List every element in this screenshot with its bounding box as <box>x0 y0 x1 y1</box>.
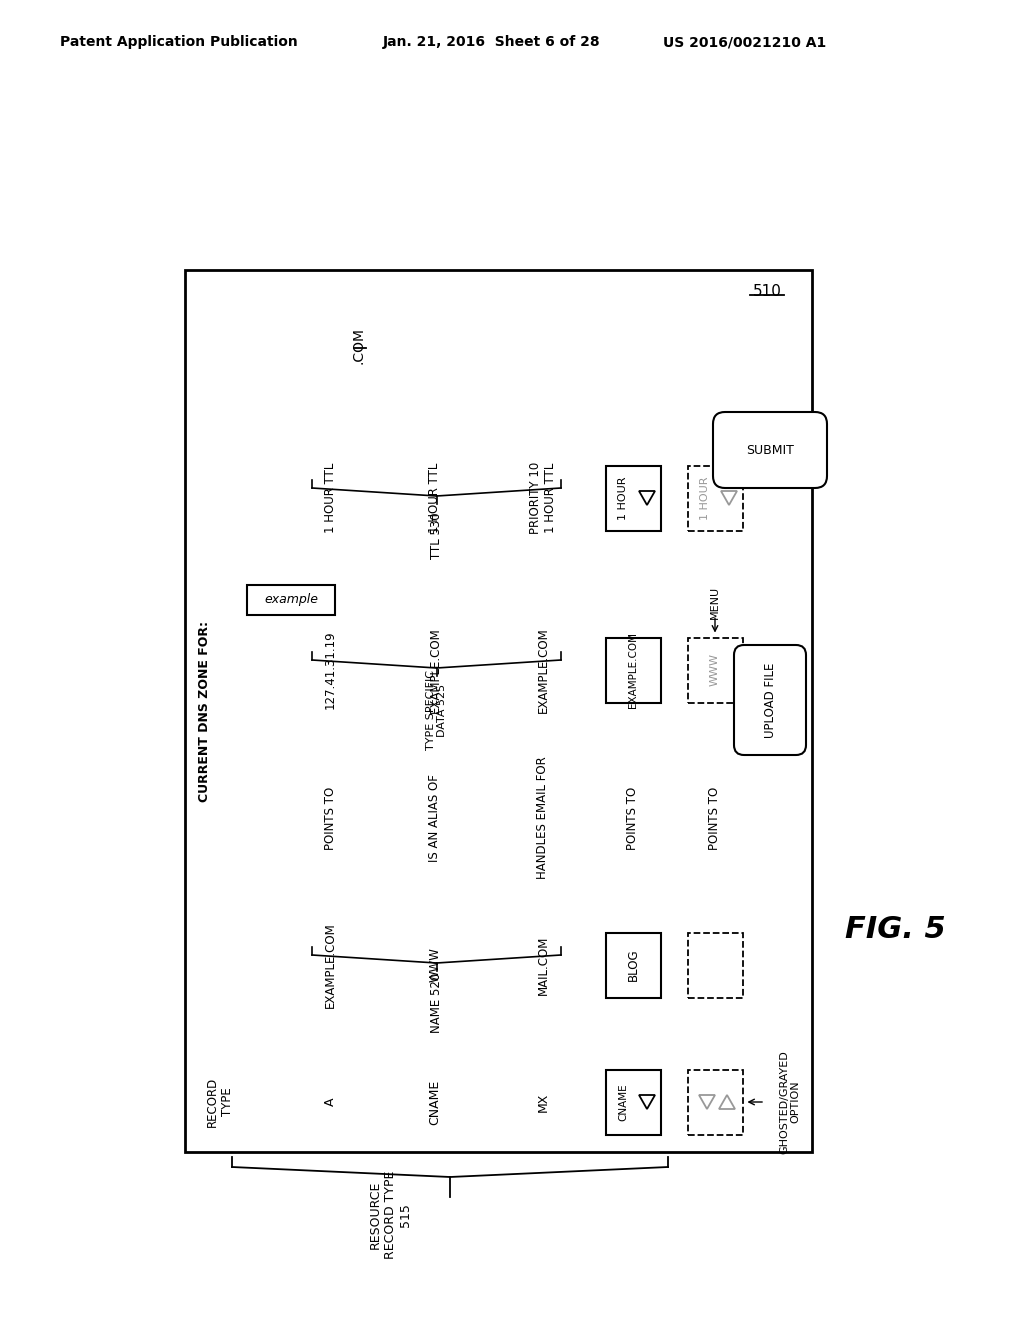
Bar <box>185 271 812 1152</box>
Text: SUBMIT: SUBMIT <box>746 444 794 457</box>
Text: POINTS TO: POINTS TO <box>324 787 337 850</box>
Text: TTL 530: TTL 530 <box>430 512 443 560</box>
Text: POINTS TO: POINTS TO <box>709 787 722 850</box>
Text: WWW: WWW <box>428 948 441 982</box>
Polygon shape <box>719 1096 735 1109</box>
Polygon shape <box>721 491 737 506</box>
Text: RECORD
TYPE: RECORD TYPE <box>206 1077 234 1127</box>
Text: A: A <box>324 1098 337 1106</box>
Text: EXAMPLE.COM: EXAMPLE.COM <box>428 627 441 713</box>
Polygon shape <box>639 1096 655 1109</box>
Text: 127.41.31.19: 127.41.31.19 <box>324 631 337 709</box>
Text: EXAMPLE.COM: EXAMPLE.COM <box>324 923 337 1008</box>
Text: POINTS TO: POINTS TO <box>627 787 640 850</box>
Text: EXAMPLE.COM: EXAMPLE.COM <box>537 627 550 713</box>
Text: EXAMPLE.COM: EXAMPLE.COM <box>628 632 638 708</box>
Polygon shape <box>639 491 655 506</box>
Bar <box>687 1069 742 1134</box>
Text: PRIORITY 10
1 HOUR TTL: PRIORITY 10 1 HOUR TTL <box>529 462 557 535</box>
Text: RESOURCE
RECORD TYPE
515: RESOURCE RECORD TYPE 515 <box>369 1171 412 1259</box>
Text: 1 HOUR TTL: 1 HOUR TTL <box>324 463 337 533</box>
Text: FIG. 5: FIG. 5 <box>845 916 946 945</box>
Bar <box>605 466 660 531</box>
Text: WWW: WWW <box>710 653 720 686</box>
Text: MX: MX <box>537 1093 550 1111</box>
Bar <box>605 932 660 998</box>
Text: UPLOAD FILE: UPLOAD FILE <box>764 663 776 738</box>
Text: IS AN ALIAS OF: IS AN ALIAS OF <box>428 774 441 862</box>
Bar <box>605 1069 660 1134</box>
Bar <box>687 638 742 702</box>
Text: Jan. 21, 2016  Sheet 6 of 28: Jan. 21, 2016 Sheet 6 of 28 <box>383 36 601 49</box>
FancyBboxPatch shape <box>713 412 827 488</box>
Text: MENU: MENU <box>710 586 720 619</box>
Bar <box>687 932 742 998</box>
Text: HANDLES EMAIL FOR: HANDLES EMAIL FOR <box>537 756 550 879</box>
Bar <box>247 585 335 615</box>
Text: MAIL.COM: MAIL.COM <box>537 936 550 995</box>
Text: BLOG: BLOG <box>627 949 640 981</box>
Text: GHOSTED/GRAYED
OPTION: GHOSTED/GRAYED OPTION <box>779 1051 801 1154</box>
Text: CNAME: CNAME <box>618 1084 628 1121</box>
Text: NAME 520: NAME 520 <box>430 973 443 1034</box>
Text: example: example <box>264 594 318 606</box>
Text: CNAME: CNAME <box>428 1080 441 1125</box>
Text: 510: 510 <box>753 285 781 300</box>
Text: 1 HOUR TTL: 1 HOUR TTL <box>428 463 441 533</box>
Text: .COM: .COM <box>351 326 365 363</box>
Text: Patent Application Publication: Patent Application Publication <box>60 36 298 49</box>
Text: CURRENT DNS ZONE FOR:: CURRENT DNS ZONE FOR: <box>199 622 212 803</box>
Bar <box>605 638 660 702</box>
FancyBboxPatch shape <box>734 645 806 755</box>
Text: 1 HOUR: 1 HOUR <box>618 477 628 520</box>
Text: 1 HOUR: 1 HOUR <box>700 477 710 520</box>
Text: TYPE SPECIFIC
DATA 525: TYPE SPECIFIC DATA 525 <box>426 671 447 750</box>
Polygon shape <box>699 1096 715 1109</box>
Text: US 2016/0021210 A1: US 2016/0021210 A1 <box>663 36 826 49</box>
Bar <box>687 466 742 531</box>
